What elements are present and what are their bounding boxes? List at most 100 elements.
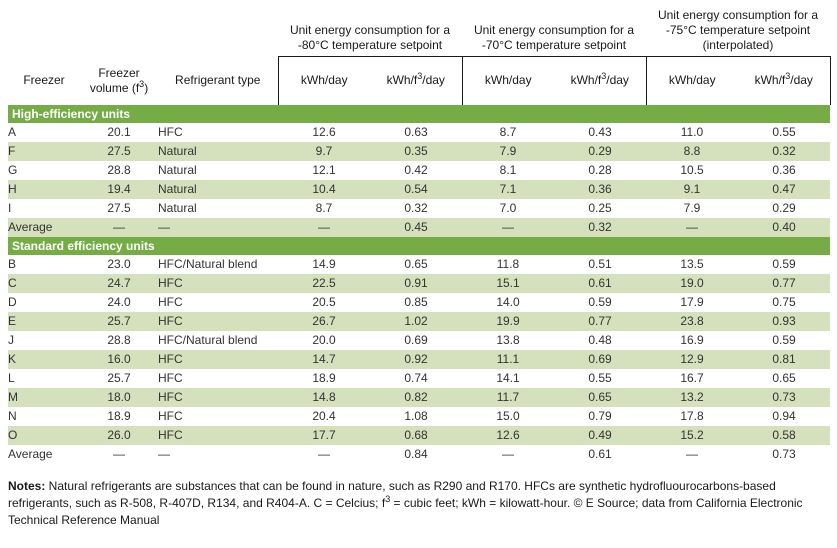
table-row: L 25.7 HFC 18.9 0.74 14.1 0.55 16.7 0.65 <box>8 369 830 388</box>
section-title: Standard efficiency units <box>8 236 830 255</box>
col-header-kwh-day-75: kWh/day <box>646 56 738 105</box>
superscript-3: 3 <box>417 71 423 82</box>
cell-refrigerant: HFC <box>158 409 183 423</box>
superscript-3: 3 <box>601 71 607 82</box>
cell-refrigerant: Natural <box>158 201 197 215</box>
cell-value: 15.1 <box>462 273 554 293</box>
table-row: E 25.7 HFC 26.7 1.02 19.9 0.77 23.8 0.93 <box>8 311 830 331</box>
cell-value: 0.55 <box>588 371 612 385</box>
cell-refrigerant: Natural <box>158 141 278 161</box>
cell-freezer: Average <box>8 217 80 237</box>
cell-value: 10.5 <box>680 163 704 177</box>
col-header-kwh-day-80: kWh/day <box>277 56 370 105</box>
cell-value: 13.5 <box>680 257 704 271</box>
col-header-kwh-f3-day-80: kWh/f3/day <box>370 56 463 105</box>
cell-value: 0.48 <box>588 333 612 347</box>
cell-freezer: B <box>8 257 17 271</box>
cell-value: 0.54 <box>370 179 462 199</box>
col-header-volume: Freezer volume (f3) <box>80 57 158 105</box>
cell-freezer: N <box>8 409 17 423</box>
cell-value: 15.0 <box>496 409 520 423</box>
cell-value: 12.9 <box>646 349 738 369</box>
cell-value: 16.9 <box>680 333 704 347</box>
cell-value: 11.8 <box>496 257 520 271</box>
superscript-3: 3 <box>385 493 391 504</box>
cell-value: 20.5 <box>312 295 336 309</box>
cell-freezer: D <box>8 295 17 309</box>
cell-volume: — <box>113 447 125 461</box>
column-group-title-row: Unit energy consumption for a -80°C temp… <box>8 6 830 57</box>
cell-value: 14.1 <box>496 371 520 385</box>
cell-value: 7.9 <box>462 141 554 161</box>
group-title-line: -80°C temperature setpoint <box>297 38 443 52</box>
cell-value: 0.69 <box>404 333 428 347</box>
cell-value: 11.7 <box>462 387 554 407</box>
cell-value: 17.7 <box>278 425 370 445</box>
table-row: F 27.5 Natural 9.7 0.35 7.9 0.29 8.8 0.32 <box>8 141 830 161</box>
cell-value: 8.8 <box>646 141 738 161</box>
table-body: High-efficiency units A 20.1 HFC 12.6 0.63 8.7… <box>8 104 830 464</box>
superscript-3: 3 <box>139 78 145 89</box>
cell-refrigerant: HFC <box>158 425 278 445</box>
cell-value: 7.0 <box>499 201 517 215</box>
freezer-energy-table: Unit energy consumption for a -80°C temp… <box>8 6 831 464</box>
cell-value: 0.61 <box>588 447 612 461</box>
cell-value: 1.08 <box>404 409 428 423</box>
cell-volume: 16.0 <box>80 349 158 369</box>
col-header-kwh-day-70: kWh/day <box>462 56 554 105</box>
group-title-line: (interpolated) <box>702 38 774 52</box>
cell-volume: — <box>80 217 158 237</box>
cell-volume: 28.8 <box>107 163 131 177</box>
cell-value: 0.35 <box>370 141 462 161</box>
cell-value: 0.75 <box>772 295 796 309</box>
table-row: I 27.5 Natural 8.7 0.32 7.0 0.25 7.9 0.29 <box>8 199 830 218</box>
cell-value: 0.82 <box>370 387 462 407</box>
cell-freezer: L <box>8 371 15 385</box>
cell-value: 22.5 <box>278 273 370 293</box>
column-header-row: Freezer Freezer volume (f3) Refrigerant … <box>8 56 831 105</box>
cell-value: 0.42 <box>404 163 428 177</box>
cell-value: 8.7 <box>315 201 333 215</box>
cell-value: 7.1 <box>462 179 554 199</box>
cell-value: 0.73 <box>772 447 796 461</box>
title-row-spacer <box>8 6 278 57</box>
cell-value: 15.2 <box>646 425 738 445</box>
cell-value: 0.68 <box>370 425 462 445</box>
cell-volume: 18.0 <box>80 387 158 407</box>
cell-value: 8.1 <box>499 163 517 177</box>
cell-value: 0.59 <box>588 295 612 309</box>
cell-value: 26.7 <box>278 311 370 331</box>
cell-value: 0.63 <box>404 125 428 139</box>
table-row: K 16.0 HFC 14.7 0.92 11.1 0.69 12.9 0.81 <box>8 349 830 369</box>
cell-value: 0.77 <box>554 311 646 331</box>
cell-volume: 25.7 <box>107 371 131 385</box>
section-header-row: High-efficiency units <box>8 104 830 123</box>
cell-value: 0.59 <box>772 257 796 271</box>
table-row: Average — — —0.45—0.32—0.40 <box>8 217 830 237</box>
group-title-line: Unit energy consumption for a <box>289 23 451 37</box>
cell-value: 0.65 <box>772 371 796 385</box>
cell-freezer: A <box>8 125 17 139</box>
group-title-line: Unit energy consumption for a <box>657 8 819 22</box>
cell-value: 14.0 <box>496 295 520 309</box>
cell-value: 0.58 <box>738 425 830 445</box>
cell-freezer: K <box>8 349 80 369</box>
cell-value: 0.55 <box>772 125 796 139</box>
cell-value: 0.65 <box>554 387 646 407</box>
cell-value: 0.51 <box>588 257 612 271</box>
cell-value: 0.28 <box>588 163 612 177</box>
cell-value: 17.9 <box>680 295 704 309</box>
table-row: D 24.0 HFC 20.5 0.85 14.0 0.59 17.9 0.75 <box>8 293 830 312</box>
table-row: O 26.0 HFC 17.7 0.68 12.6 0.49 15.2 0.58 <box>8 425 830 445</box>
cell-value: 0.43 <box>588 125 612 139</box>
cell-value: 23.8 <box>646 311 738 331</box>
cell-value: 0.45 <box>370 217 462 237</box>
group-title-minus75: Unit energy consumption for a -75°C temp… <box>646 6 830 57</box>
cell-refrigerant: HFC <box>158 349 278 369</box>
table-row: A 20.1 HFC 12.6 0.63 8.7 0.43 11.0 0.55 <box>8 123 830 142</box>
cell-value: 14.9 <box>312 257 336 271</box>
cell-value: — <box>686 447 698 461</box>
cell-value: 19.9 <box>462 311 554 331</box>
cell-value: 0.92 <box>370 349 462 369</box>
cell-value: 0.77 <box>738 273 830 293</box>
